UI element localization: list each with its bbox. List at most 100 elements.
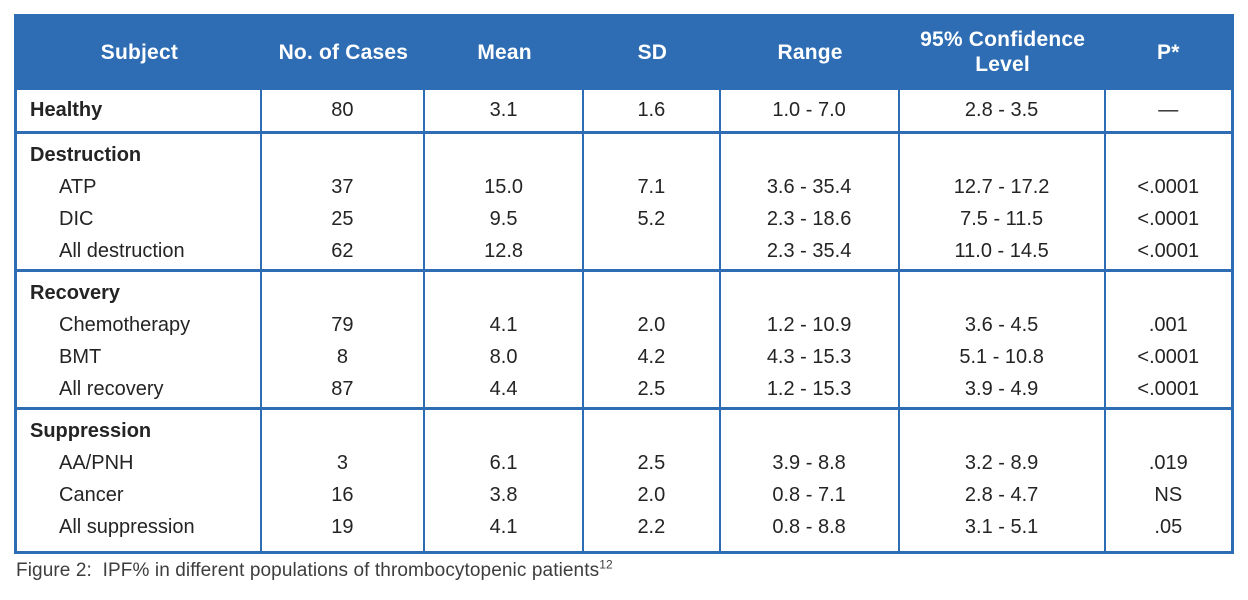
- value-aa-pnh-mean: 6.1: [489, 452, 518, 474]
- value-cancer-range: 0.8 - 7.1: [772, 484, 846, 506]
- data-cell-no-of-cases: 3 16 19: [261, 407, 425, 551]
- value-healthy-range: 1.0 - 7.0: [772, 99, 846, 121]
- value-cancer-95-confidence-level: 2.8 - 4.7: [964, 484, 1039, 506]
- value-bmt-mean: 8.0: [489, 346, 518, 368]
- subject-cell: Recovery Chemotherapy BMT All recovery: [17, 269, 262, 407]
- spacer-line: [584, 139, 718, 171]
- value-aa-pnh-95-confidence-level: 3.2 - 8.9: [964, 452, 1039, 474]
- value-cancer-no-of-cases: 16: [331, 484, 354, 506]
- value-cancer-mean: 3.8: [489, 484, 518, 506]
- spacer-line: [900, 277, 1104, 309]
- spacer-line: [900, 139, 1104, 171]
- row-label-all-suppression: All suppression: [59, 516, 195, 538]
- value-bmt-range: 4.3 - 15.3: [766, 346, 852, 368]
- value-atp-95-confidence-level: 12.7 - 17.2: [953, 176, 1050, 198]
- data-cell-mean: 15.0 9.5 12.8: [424, 131, 585, 269]
- spacer-line: [721, 139, 898, 171]
- value-all-recovery-no-of-cases: 87: [331, 378, 354, 400]
- data-cell-95-confidence-level: 2.8 - 3.5: [899, 87, 1106, 131]
- value-all-recovery-95-confidence-level: 3.9 - 4.9: [964, 378, 1039, 400]
- data-cell-no-of-cases: 80: [261, 87, 425, 131]
- column-header-95-confidence-level: 95% Confidence Level: [899, 17, 1106, 87]
- data-cell-mean: 6.1 3.8 4.1: [424, 407, 585, 551]
- spacer-line: [721, 415, 898, 447]
- value-all-recovery-p: <.0001: [1137, 378, 1200, 400]
- value-atp-range: 3.6 - 35.4: [766, 176, 852, 198]
- value-chemotherapy-95-confidence-level: 3.6 - 4.5: [964, 314, 1039, 336]
- data-cell-mean: 4.1 8.0 4.4: [424, 269, 585, 407]
- column-header-p: P*: [1105, 17, 1231, 87]
- data-cell-p: —: [1105, 87, 1231, 131]
- ipf-populations-table: Subject No. of Cases Mean SD Range 95% Confid…: [14, 14, 1234, 554]
- value-dic-no-of-cases: 25: [331, 208, 354, 230]
- row-label-chemotherapy: Chemotherapy: [59, 314, 191, 336]
- group-label-recovery: Recovery: [30, 282, 121, 304]
- value-cancer-p: NS: [1154, 484, 1183, 506]
- data-cell-p: .001 <.0001 <.0001: [1105, 269, 1231, 407]
- value-healthy-95-confidence-level: 2.8 - 3.5: [964, 99, 1039, 121]
- value-healthy-sd: 1.6: [637, 99, 666, 121]
- spacer-line: [425, 139, 582, 171]
- value-chemotherapy-no-of-cases: 79: [331, 314, 354, 336]
- caption-reference-superscript: 12: [599, 557, 613, 572]
- value-aa-pnh-no-of-cases: 3: [336, 452, 348, 474]
- data-cell-p: .019 NS .05: [1105, 407, 1231, 551]
- spacer-line: [584, 415, 718, 447]
- value-all-destruction-p: <.0001: [1137, 240, 1200, 262]
- data-cell-95-confidence-level: 12.7 - 17.2 7.5 - 11.5 11.0 - 14.5: [899, 131, 1106, 269]
- subject-cell: Suppression AA/PNH Cancer All suppression: [17, 407, 262, 551]
- spacer-line: [425, 415, 582, 447]
- spacer-line: [1106, 139, 1231, 171]
- figure-caption: Figure 2: IPF% in different populations …: [16, 557, 613, 582]
- data-cell-range: 1.2 - 10.9 4.3 - 15.3 1.2 - 15.3: [720, 269, 900, 407]
- row-label-all-destruction: All destruction: [59, 240, 185, 262]
- column-header-sd: SD: [584, 17, 721, 87]
- value-atp-p: <.0001: [1137, 176, 1200, 198]
- value-all-suppression-range: 0.8 - 8.8: [772, 516, 846, 538]
- data-cell-95-confidence-level: 3.2 - 8.9 2.8 - 4.7 3.1 - 5.1: [899, 407, 1106, 551]
- value-all-destruction-95-confidence-level: 11.0 - 14.5: [954, 240, 1049, 262]
- row-label-bmt: BMT: [59, 346, 102, 368]
- data-cell-p: <.0001 <.0001 <.0001: [1105, 131, 1231, 269]
- column-header-no-of-cases: No. of Cases: [261, 17, 425, 87]
- value-all-destruction-range: 2.3 - 35.4: [766, 240, 852, 262]
- value-all-recovery-mean: 4.4: [489, 378, 518, 400]
- data-cell-range: 3.6 - 35.4 2.3 - 18.6 2.3 - 35.4: [720, 131, 900, 269]
- row-label-atp: ATP: [59, 176, 97, 198]
- value-chemotherapy-mean: 4.1: [489, 314, 518, 336]
- value-aa-pnh-range: 3.9 - 8.8: [772, 452, 846, 474]
- value-all-destruction-sd: [584, 235, 718, 267]
- value-healthy-p: —: [1158, 99, 1179, 121]
- column-header-subject: Subject: [17, 17, 262, 87]
- spacer-line: [1106, 277, 1231, 309]
- data-cell-sd: 7.1 5.2: [584, 131, 721, 269]
- value-all-suppression-mean: 4.1: [489, 516, 518, 538]
- value-atp-no-of-cases: 37: [331, 176, 354, 198]
- column-header-range: Range: [720, 17, 900, 87]
- spacer-line: [584, 277, 718, 309]
- figure-caption-text: Figure 2: IPF% in different populations …: [16, 560, 600, 581]
- value-dic-p: <.0001: [1137, 208, 1200, 230]
- value-healthy-no-of-cases: 80: [331, 99, 354, 121]
- value-all-destruction-mean: 12.8: [484, 240, 524, 262]
- column-header-mean: Mean: [424, 17, 585, 87]
- row-label-healthy: Healthy: [30, 99, 103, 121]
- group-label-suppression: Suppression: [30, 420, 152, 442]
- value-dic-95-confidence-level: 7.5 - 11.5: [960, 208, 1044, 230]
- spacer-line: [900, 415, 1104, 447]
- value-chemotherapy-range: 1.2 - 10.9: [766, 314, 852, 336]
- data-cell-no-of-cases: 37 25 62: [261, 131, 425, 269]
- value-all-recovery-sd: 2.5: [637, 378, 666, 400]
- data-cell-95-confidence-level: 3.6 - 4.5 5.1 - 10.8 3.9 - 4.9: [899, 269, 1106, 407]
- spacer-line: [425, 277, 582, 309]
- spacer-line: [721, 277, 898, 309]
- value-all-suppression-p: .05: [1154, 516, 1183, 538]
- data-cell-no-of-cases: 79 8 87: [261, 269, 425, 407]
- group-label-destruction: Destruction: [30, 144, 142, 166]
- data-cell-sd: 1.6: [584, 87, 721, 131]
- table-grid: Subject No. of Cases Mean SD Range 95% Confid…: [17, 17, 1231, 551]
- data-cell-range: 3.9 - 8.8 0.8 - 7.1 0.8 - 8.8: [720, 407, 900, 551]
- row-label-all-recovery: All recovery: [59, 378, 164, 400]
- value-all-suppression-95-confidence-level: 3.1 - 5.1: [964, 516, 1039, 538]
- value-aa-pnh-sd: 2.5: [637, 452, 666, 474]
